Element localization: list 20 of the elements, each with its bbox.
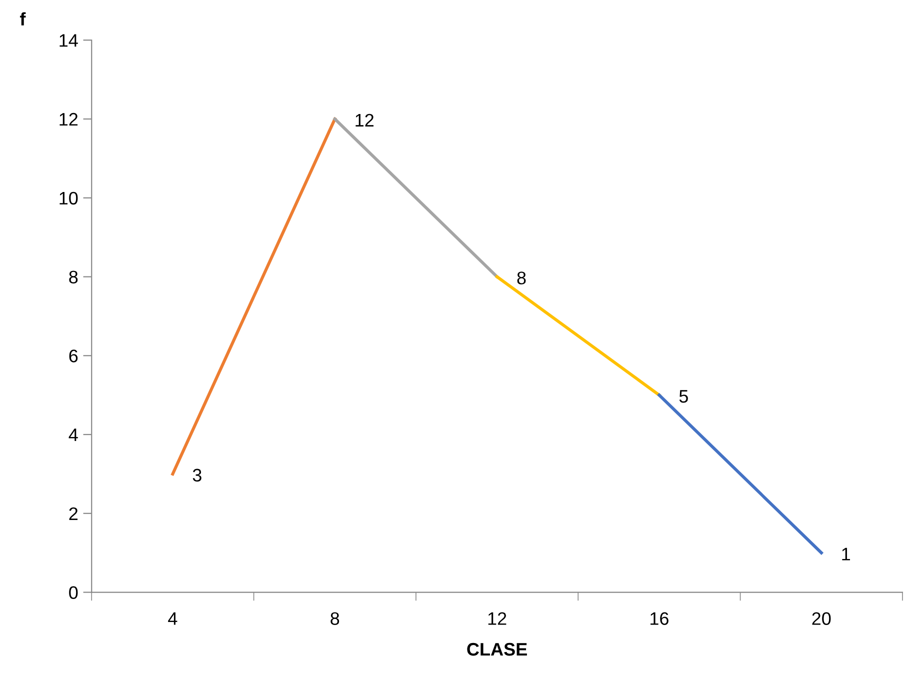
x-tick-label: 20	[812, 612, 831, 625]
y-axis-title: f	[20, 12, 26, 26]
y-tick-label: 4	[68, 428, 78, 442]
y-tick-label: 10	[60, 192, 78, 205]
x-tick-label: 4	[168, 612, 178, 625]
x-axis-title: CLASE	[467, 642, 527, 656]
data-label: 3	[192, 468, 202, 482]
y-tick-label: 12	[60, 112, 78, 126]
y-tick-label: 14	[60, 34, 78, 47]
data-label: 8	[517, 272, 526, 284]
x-tick-label: 16	[650, 612, 668, 625]
y-tick-label: 2	[69, 507, 78, 520]
y-tick-label: 0	[69, 586, 78, 599]
x-tick-label: 12	[488, 612, 506, 625]
data-label: 1	[842, 548, 850, 560]
data-label: 5	[679, 390, 688, 403]
y-tick-label: 6	[69, 350, 78, 362]
y-tick-label: 8	[69, 270, 78, 284]
x-tick-label: 8	[330, 612, 340, 625]
data-label: 12	[356, 114, 374, 126]
